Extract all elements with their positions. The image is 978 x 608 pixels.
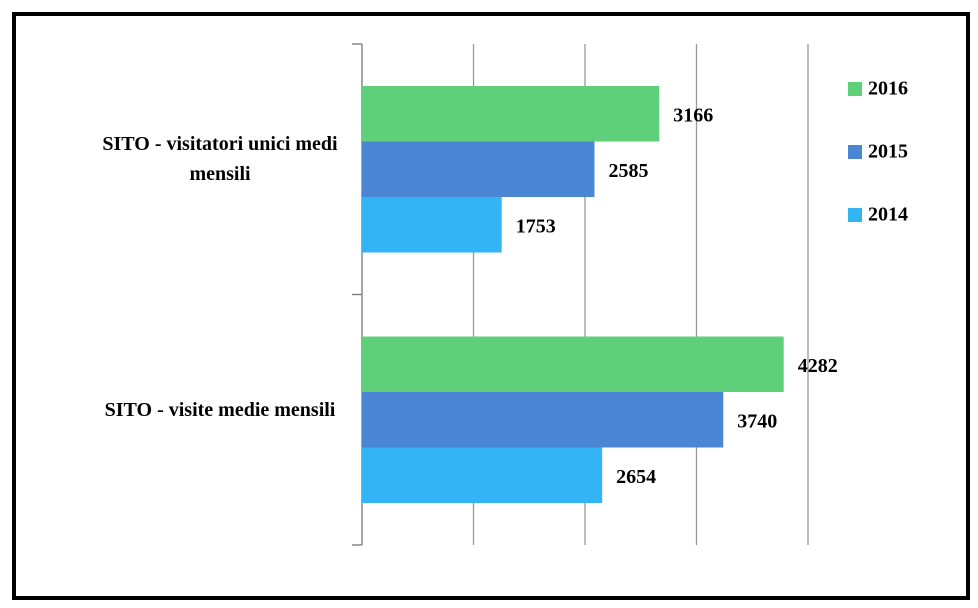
legend-swatch (848, 208, 862, 222)
bar (362, 336, 784, 392)
data-label: 2654 (616, 466, 656, 488)
bar (362, 392, 724, 448)
legend-label: 2016 (868, 78, 908, 100)
legend-swatch (848, 82, 862, 96)
legend-swatch (848, 145, 862, 159)
data-label: 2585 (608, 160, 648, 182)
data-label: 3166 (673, 104, 713, 126)
category-label: SITO - visitatori unici medi mensili (102, 133, 338, 186)
bar (362, 197, 502, 253)
legend-label: 2015 (868, 141, 908, 163)
bar (362, 447, 603, 503)
bar (362, 86, 660, 142)
chart-frame (12, 12, 970, 600)
bar (362, 141, 595, 197)
category-label: SITO - visite medie mensili (104, 398, 336, 421)
data-label: 4282 (798, 355, 838, 377)
legend-label: 2014 (868, 204, 908, 226)
data-label: 3740 (737, 410, 777, 432)
data-label: 1753 (516, 215, 556, 237)
